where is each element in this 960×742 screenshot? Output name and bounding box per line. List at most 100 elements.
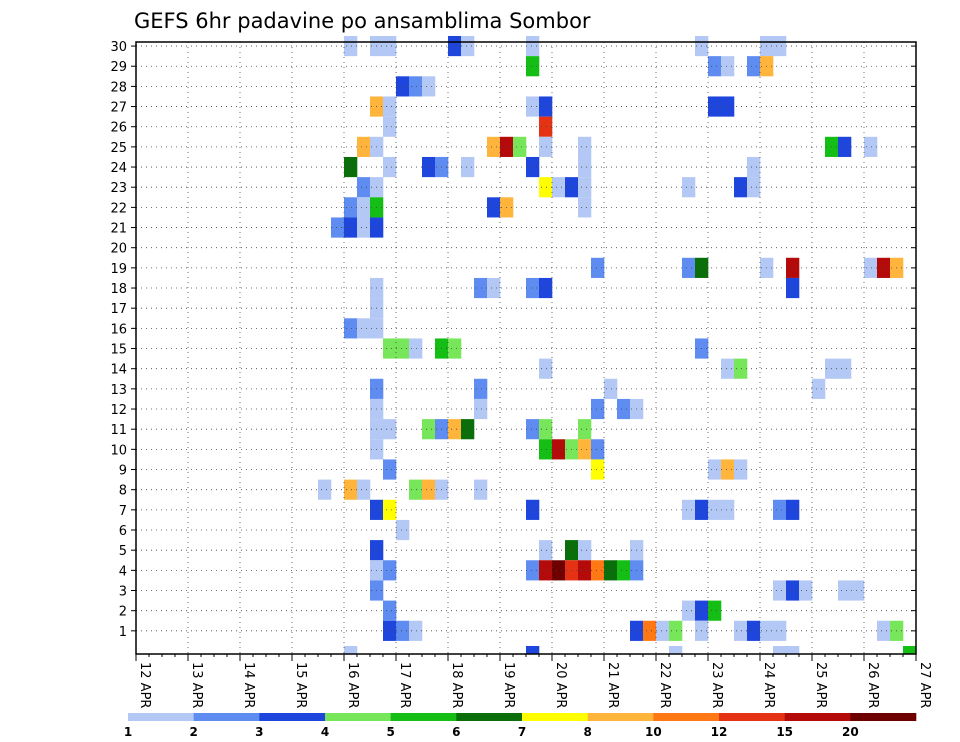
heatmap-cell: [357, 318, 371, 339]
y-tick-label: 4: [119, 564, 127, 579]
colorbar-tick-label: 10: [645, 725, 662, 739]
heatmap-cell: [383, 459, 397, 480]
y-tick-label: 20: [110, 242, 127, 257]
heatmap-cell: [773, 35, 787, 57]
colorbar-swatch: [259, 713, 326, 721]
heatmap-cell: [877, 257, 891, 278]
heatmap-cell: [552, 177, 566, 198]
x-tick-label: 23 APR: [709, 662, 724, 708]
heatmap-cell: [539, 540, 553, 561]
heatmap-cell: [474, 398, 488, 420]
y-tick-label: 9: [119, 464, 127, 479]
y-tick-label: 12: [110, 403, 127, 418]
heatmap-cell: [838, 580, 852, 601]
x-tick-label: 15 APR: [293, 662, 308, 708]
chart-title: GEFS 6hr padavine po ansamblima Sombor: [134, 9, 591, 33]
heatmap-cell: [877, 620, 891, 641]
heatmap-cell: [526, 560, 540, 581]
colorbar-swatch: [850, 713, 917, 721]
heatmap-cell: [344, 197, 358, 218]
x-tick-label: 19 APR: [501, 662, 516, 708]
heatmap-cell: [786, 257, 800, 278]
heatmap-cell: [734, 459, 748, 480]
heatmap-cell: [344, 479, 358, 500]
heatmap-cell: [318, 479, 332, 500]
heatmap-cell: [591, 560, 605, 581]
heatmap-cell: [474, 277, 488, 299]
heatmap-cell: [864, 136, 878, 157]
heatmap-cell: [422, 156, 436, 178]
heatmap-cell: [578, 419, 592, 440]
x-axis: 12 APR 13 APR 14 APR 15 APR 16 APR 17 APR 18 A…: [135, 654, 932, 708]
heatmap-cell: [422, 419, 436, 440]
heatmap-cell: [344, 35, 358, 57]
heatmap-cell: [448, 419, 462, 440]
heatmap-cell: [383, 419, 397, 440]
heatmap-cell: [474, 479, 488, 500]
y-tick-label: 23: [110, 181, 127, 196]
heatmap-cell: [812, 378, 826, 399]
colorbar-tick-label: 4: [321, 725, 329, 739]
y-tick-label: 13: [110, 383, 127, 398]
heatmap-cell: [682, 177, 696, 198]
heatmap-cell: [851, 580, 865, 601]
heatmap-cell: [344, 318, 358, 339]
heatmap-cell: [344, 646, 358, 654]
y-tick-label: 5: [119, 544, 127, 559]
heatmap-cell: [669, 620, 683, 641]
heatmap-cell: [383, 499, 397, 520]
heatmap-cell: [383, 156, 397, 178]
heatmap-cell: [734, 358, 748, 379]
heatmap-cell: [604, 378, 618, 399]
heatmap-cell: [838, 136, 852, 157]
y-tick-label: 21: [110, 222, 127, 237]
y-tick-label: 22: [110, 201, 127, 216]
heatmap-cell: [383, 116, 397, 137]
heatmap-cell: [604, 560, 618, 581]
heatmap-cell: [721, 358, 735, 379]
heatmap-cell: [396, 519, 410, 541]
y-tick-label: 2: [119, 605, 127, 620]
heatmap-cell: [526, 277, 540, 299]
y-tick-label: 10: [110, 443, 127, 458]
heatmap-cell: [526, 419, 540, 440]
heatmap-cell: [526, 156, 540, 178]
colorbar-swatch: [456, 713, 523, 721]
colorbar-swatch: [784, 713, 851, 721]
x-tick-label: 14 APR: [241, 662, 256, 708]
heatmap-cell: [448, 338, 462, 359]
y-tick-label: 8: [119, 484, 127, 499]
heatmap-cell: [734, 620, 748, 641]
heatmap-cell: [786, 499, 800, 520]
x-tick-label: 21 APR: [605, 662, 620, 708]
heatmap-cell: [461, 419, 475, 440]
heatmap-cell: [357, 197, 371, 218]
heatmap-cell: [591, 257, 605, 278]
heatmap-cell: [721, 459, 735, 480]
heatmap-cell: [591, 439, 605, 460]
heatmap-cell: [578, 136, 592, 157]
heatmap-cell: [461, 156, 475, 178]
heatmap-cell: [708, 96, 722, 117]
heatmap-cell: [539, 419, 553, 440]
heatmap-cell: [643, 620, 657, 641]
heatmap-cell: [708, 499, 722, 520]
heatmap-cell: [526, 646, 540, 654]
y-axis: 1234567891011121314151617181920212223242…: [110, 40, 916, 640]
heatmap-cell: [578, 156, 592, 178]
y-tick-label: 7: [119, 504, 127, 519]
colorbar-tick-label: 15: [776, 725, 793, 739]
heatmap-cell: [591, 459, 605, 480]
heatmap-cell: [578, 177, 592, 198]
heatmap-cell: [747, 620, 761, 641]
y-tick-label: 6: [119, 524, 127, 539]
y-tick-label: 16: [110, 322, 127, 337]
colorbar-tick-label: 6: [452, 725, 460, 739]
heatmap-cell: [539, 358, 553, 379]
colorbar-swatch: [587, 713, 654, 721]
grid-lines: [136, 42, 916, 654]
heatmap-cell: [539, 136, 553, 157]
x-tick-label: 24 APR: [761, 662, 776, 708]
colorbar-tick-label: 20: [842, 725, 859, 739]
heatmap-cell: [578, 540, 592, 561]
